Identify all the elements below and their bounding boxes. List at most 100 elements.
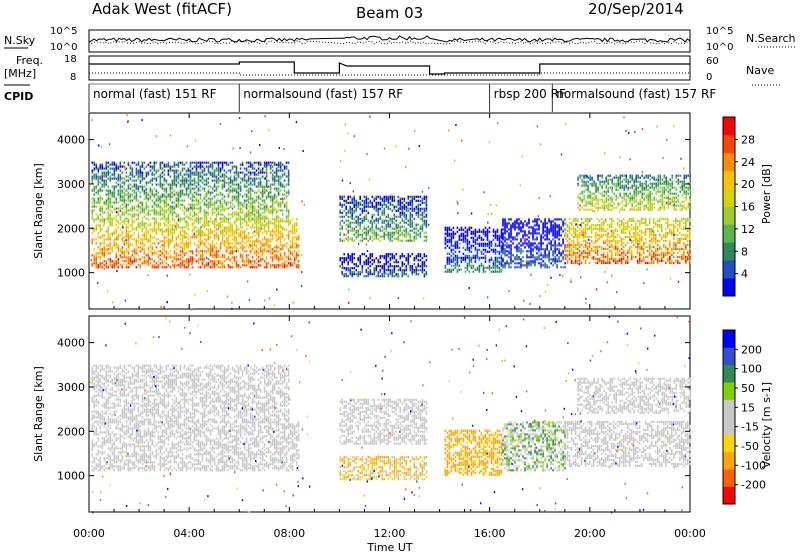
scatter-cell bbox=[349, 255, 351, 258]
scatter-cell bbox=[526, 266, 528, 269]
scatter-cell bbox=[458, 256, 461, 259]
scatter-cell bbox=[111, 193, 114, 196]
scatter-cell bbox=[456, 270, 459, 273]
scatter-cell bbox=[460, 268, 463, 271]
scatter-cell bbox=[123, 177, 126, 180]
scatter-cell bbox=[552, 238, 554, 241]
scatter-cell bbox=[113, 240, 116, 243]
scatter-cell bbox=[109, 189, 112, 192]
scatter-cell bbox=[578, 227, 581, 231]
scatter-cell bbox=[259, 226, 262, 229]
scatter-cell bbox=[572, 253, 575, 256]
scatter-cell bbox=[189, 163, 192, 166]
scatter-cell bbox=[153, 203, 156, 206]
scatter-cell bbox=[506, 224, 508, 227]
scatter-cell bbox=[235, 195, 238, 198]
scatter-cell bbox=[139, 165, 142, 168]
scatter-cell bbox=[349, 269, 351, 272]
scatter-cell bbox=[111, 232, 114, 235]
scatter-cell bbox=[251, 203, 254, 206]
scatter-cell bbox=[496, 250, 499, 253]
scatter-cell bbox=[277, 177, 280, 180]
scatter-cell bbox=[522, 230, 524, 233]
scatter-cell bbox=[239, 220, 242, 223]
scatter-cell bbox=[500, 270, 503, 273]
scatter-cell bbox=[171, 187, 174, 190]
scatter-cell bbox=[542, 236, 544, 239]
scatter-cell bbox=[115, 207, 118, 210]
scatter-cell bbox=[181, 209, 184, 212]
scatter-cell bbox=[510, 254, 512, 257]
scatter-cell bbox=[542, 242, 544, 245]
scatter-cell bbox=[423, 265, 426, 268]
scatter-cell bbox=[193, 211, 196, 214]
scatter-cell bbox=[155, 232, 158, 235]
scatter-cell bbox=[171, 256, 174, 259]
scatter-cell bbox=[209, 250, 212, 253]
scatter-cell bbox=[554, 224, 556, 227]
scatter-cell bbox=[207, 181, 210, 184]
scatter-cell bbox=[127, 199, 130, 202]
scatter-cell bbox=[361, 267, 364, 270]
scatter-cell bbox=[359, 263, 361, 266]
scatter-cell bbox=[532, 248, 534, 251]
scatter-cell bbox=[456, 268, 459, 271]
scatter-cell bbox=[371, 225, 374, 228]
scatter-cell bbox=[347, 197, 349, 200]
scatter-cell bbox=[279, 181, 282, 184]
scatter-cell bbox=[227, 183, 230, 186]
scatter-cell bbox=[145, 222, 148, 225]
scatter-cell bbox=[273, 179, 276, 182]
scatter-cell bbox=[588, 243, 591, 246]
scatter-cell bbox=[494, 252, 497, 255]
scatter-cell bbox=[159, 165, 162, 168]
scatter-cell bbox=[341, 261, 343, 264]
scatter-cell bbox=[195, 193, 198, 196]
scatter-cell bbox=[456, 240, 459, 243]
scatter-cell bbox=[193, 199, 196, 202]
scatter-cell bbox=[163, 218, 166, 221]
scatter-cell bbox=[97, 171, 100, 174]
scatter-cell bbox=[353, 239, 355, 242]
scatter-cell bbox=[462, 232, 465, 235]
scatter-cell bbox=[446, 244, 449, 247]
scatter-cell bbox=[407, 203, 410, 206]
scatter-cell bbox=[271, 228, 274, 231]
scatter-cell bbox=[371, 215, 374, 218]
scatter-cell bbox=[558, 260, 560, 263]
scatter-cell bbox=[193, 234, 196, 237]
scatter-cell bbox=[247, 254, 250, 257]
scatter-cell bbox=[606, 259, 609, 262]
scatter-cell bbox=[363, 231, 366, 234]
scatter-cell bbox=[207, 222, 210, 225]
scatter-cell bbox=[219, 232, 222, 235]
scatter-cell bbox=[205, 238, 208, 241]
scatter-cell bbox=[564, 257, 567, 260]
scatter-cell bbox=[474, 238, 477, 241]
scatter-cell bbox=[596, 233, 599, 236]
scatter-cell bbox=[159, 163, 162, 166]
scatter-cell bbox=[223, 201, 226, 204]
scatter-cell bbox=[295, 264, 298, 267]
scatter-cell bbox=[444, 228, 447, 231]
scatter-cell bbox=[163, 256, 166, 259]
scatter-cell bbox=[383, 201, 386, 204]
scatter-cell bbox=[395, 253, 398, 256]
scatter-cell bbox=[257, 217, 260, 220]
scatter-cell bbox=[251, 248, 254, 251]
scatter-cell bbox=[163, 230, 166, 233]
scatter-cell bbox=[586, 251, 589, 254]
scatter-cell bbox=[207, 248, 210, 251]
scatter-cell bbox=[468, 240, 471, 243]
scatter-cell bbox=[454, 244, 457, 247]
scatter-cell bbox=[117, 213, 120, 216]
scatter-cell bbox=[259, 222, 262, 225]
scatter-cell bbox=[425, 203, 428, 206]
scatter-cell bbox=[373, 259, 376, 262]
scatter-cell bbox=[111, 264, 114, 267]
scatter-cell bbox=[496, 228, 499, 231]
scatter-cell bbox=[279, 218, 282, 221]
scatter-cell bbox=[215, 236, 218, 239]
scatter-cell bbox=[411, 207, 414, 210]
scatter-cell bbox=[448, 260, 451, 263]
